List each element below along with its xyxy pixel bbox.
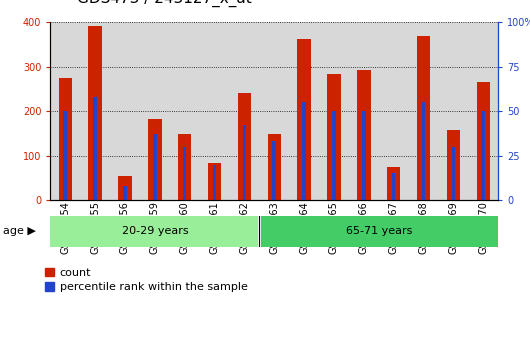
Bar	[229, 22, 259, 200]
Bar	[272, 141, 276, 200]
Bar	[170, 22, 200, 200]
Bar	[297, 39, 311, 200]
Bar	[259, 22, 289, 200]
Bar	[183, 147, 187, 200]
Bar	[469, 22, 498, 200]
Bar	[349, 22, 379, 200]
Bar	[319, 22, 349, 200]
Bar	[200, 22, 229, 200]
Bar	[58, 78, 72, 200]
Bar	[438, 22, 469, 200]
Bar	[452, 147, 455, 200]
Bar	[213, 165, 216, 200]
Bar	[357, 70, 370, 200]
Bar	[387, 167, 401, 200]
Bar	[417, 36, 430, 200]
Bar	[481, 111, 485, 200]
Bar	[50, 216, 259, 247]
Bar	[89, 26, 102, 200]
Bar	[64, 111, 67, 200]
Bar	[148, 119, 162, 200]
Bar	[237, 92, 251, 200]
Text: 65-71 years: 65-71 years	[346, 226, 412, 236]
Bar	[110, 22, 140, 200]
Bar	[268, 134, 281, 200]
Bar	[118, 176, 132, 200]
Bar	[302, 102, 306, 200]
Bar	[422, 102, 426, 200]
Bar	[123, 186, 127, 200]
Bar	[327, 75, 341, 200]
Bar	[208, 163, 222, 200]
Bar	[289, 22, 319, 200]
Bar	[93, 97, 97, 200]
Legend: count, percentile rank within the sample: count, percentile rank within the sample	[45, 268, 248, 293]
Bar	[409, 22, 438, 200]
Bar	[447, 130, 460, 200]
Bar	[476, 82, 490, 200]
Text: GDS473 / 243127_x_at: GDS473 / 243127_x_at	[77, 0, 252, 7]
Bar	[153, 134, 157, 200]
Bar	[379, 22, 409, 200]
Bar	[243, 126, 246, 200]
Bar	[178, 134, 191, 200]
Bar	[50, 22, 80, 200]
Bar	[332, 111, 336, 200]
Bar	[259, 216, 498, 247]
Bar	[140, 22, 170, 200]
Bar	[80, 22, 110, 200]
Text: 20-29 years: 20-29 years	[121, 226, 188, 236]
Text: age ▶: age ▶	[3, 226, 36, 236]
Bar	[392, 174, 395, 200]
Bar	[362, 111, 366, 200]
